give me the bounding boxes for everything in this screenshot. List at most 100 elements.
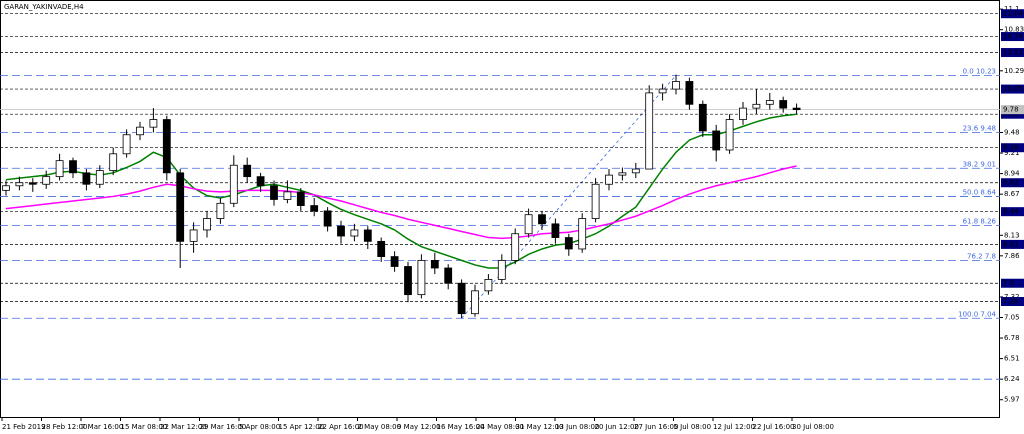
candle-body — [256, 176, 265, 187]
candle-body — [631, 168, 640, 174]
candle-body — [739, 107, 747, 120]
level-box — [1001, 109, 1024, 119]
fib-price: 8.26 — [980, 217, 996, 225]
ma-line — [5, 165, 797, 240]
bid-label: 9.78 — [1003, 106, 1019, 114]
level-label: 9.72 — [1003, 110, 1019, 118]
level-label: 7.5 — [1003, 279, 1014, 287]
chart-title: GARAN_YAKINVADE,H4 — [4, 3, 84, 11]
level-label: 10.53 — [1003, 49, 1023, 57]
level-box — [1001, 84, 1024, 94]
candle-body — [283, 191, 292, 200]
candle-body — [28, 182, 37, 185]
y-tick-label: 6.78 — [1004, 334, 1020, 342]
candle-body — [605, 174, 613, 185]
y-tick-label: 8.13 — [1004, 231, 1020, 239]
level-box — [1001, 178, 1024, 188]
candle-body — [712, 130, 721, 151]
y-tick-label: 7.05 — [1004, 313, 1020, 321]
y-tick-label: 10.29 — [1004, 67, 1024, 75]
level-label: 10.05 — [1003, 85, 1023, 93]
level-label: 8.01 — [1003, 240, 1019, 248]
candle-body — [765, 100, 774, 105]
candle-body — [377, 240, 386, 257]
candle-body — [363, 229, 372, 242]
fib-price: 9.48 — [980, 124, 996, 132]
candle-body — [176, 172, 185, 242]
fib-label: 61.8 8.26 — [963, 217, 997, 225]
candle-body — [310, 205, 319, 212]
level-label: 9.28 — [1003, 144, 1019, 152]
x-tick-label: 15 Apr 12:00 — [279, 423, 325, 431]
candle-body — [457, 282, 466, 315]
candle-body — [404, 266, 412, 296]
candle-body — [578, 218, 587, 250]
fib-price: 7.04 — [980, 310, 996, 318]
level-box — [1001, 239, 1024, 249]
candle-body — [752, 103, 761, 109]
level-box — [1001, 9, 1024, 19]
candle-body — [645, 92, 654, 170]
candle-body — [551, 223, 560, 238]
candle-body — [216, 202, 225, 219]
fib-price: 7.8 — [985, 252, 996, 260]
x-tick-label: 2 May 08:00 — [358, 423, 402, 431]
x-tick-label: 20 Jun 12:00 — [595, 423, 639, 431]
x-tick-label: 7 Mar 16:00 — [81, 423, 123, 431]
fib-name: 38.2 — [963, 160, 979, 168]
x-tick-label: 9 May 12:00 — [397, 423, 441, 431]
candle-body — [444, 267, 453, 284]
candle-body — [2, 185, 10, 191]
fib-name: 76.2 — [967, 252, 983, 260]
y-tick-label: 8.67 — [1004, 190, 1020, 198]
candle-body — [538, 214, 546, 225]
candle-body — [591, 183, 600, 219]
fib-price: 10.23 — [976, 67, 996, 75]
x-tick-label: 29 Mar 16:00 — [200, 423, 247, 431]
candle-body — [337, 225, 345, 237]
y-tick-label: 8.94 — [1004, 170, 1020, 178]
x-tick-label: 30 Jul 08:00 — [792, 423, 834, 431]
candle-body — [672, 81, 680, 90]
candle-body — [95, 170, 104, 185]
level-box — [1001, 297, 1024, 307]
level-label: 7.26 — [1003, 298, 1019, 306]
candle-body — [698, 103, 707, 132]
x-tick-label: 22 Mar 12:00 — [160, 423, 207, 431]
y-tick-label: 11.1 — [1004, 5, 1020, 13]
fib-label: 50.0 8.64 — [963, 188, 997, 196]
level-box — [1001, 143, 1024, 153]
level-label: 10.74 — [1003, 33, 1024, 41]
candle-body — [430, 259, 439, 269]
x-tick-label: 5 Apr 08:00 — [239, 423, 280, 431]
candle-body — [618, 172, 627, 176]
candle-body — [243, 164, 252, 178]
candle-body — [725, 119, 734, 151]
x-tick-label: 28 Feb 12:00 — [42, 423, 88, 431]
fib-name: 23.6 — [963, 124, 979, 132]
candle-body — [323, 210, 332, 227]
y-tick-label: 7.86 — [1004, 252, 1020, 260]
y-tick-label: 6.24 — [1004, 375, 1020, 383]
candle-body — [417, 259, 426, 296]
fib-label: 23.6 9.48 — [963, 124, 996, 132]
x-tick-label: 15 Mar 08:00 — [121, 423, 168, 431]
candle-body — [136, 126, 144, 136]
level-box — [1001, 207, 1024, 217]
fib-label: 100.0 7.04 — [958, 310, 996, 318]
level-box — [1001, 278, 1024, 288]
level-box — [1001, 48, 1024, 58]
y-tick-label: 6.51 — [1004, 355, 1020, 363]
candle-body — [149, 119, 158, 128]
candle-body — [162, 119, 171, 174]
x-tick-label: 5 Jul 08:00 — [674, 423, 712, 431]
candle-body — [685, 81, 694, 105]
x-tick-label: 31 May 12:00 — [516, 423, 564, 431]
fib-price: 8.64 — [980, 188, 996, 196]
level-box — [1001, 32, 1024, 42]
level-label: 8.44 — [1003, 208, 1019, 216]
plot-frame — [0, 0, 1000, 418]
candle-body — [15, 182, 24, 187]
candle-body — [779, 100, 788, 109]
candle-body — [42, 176, 51, 185]
